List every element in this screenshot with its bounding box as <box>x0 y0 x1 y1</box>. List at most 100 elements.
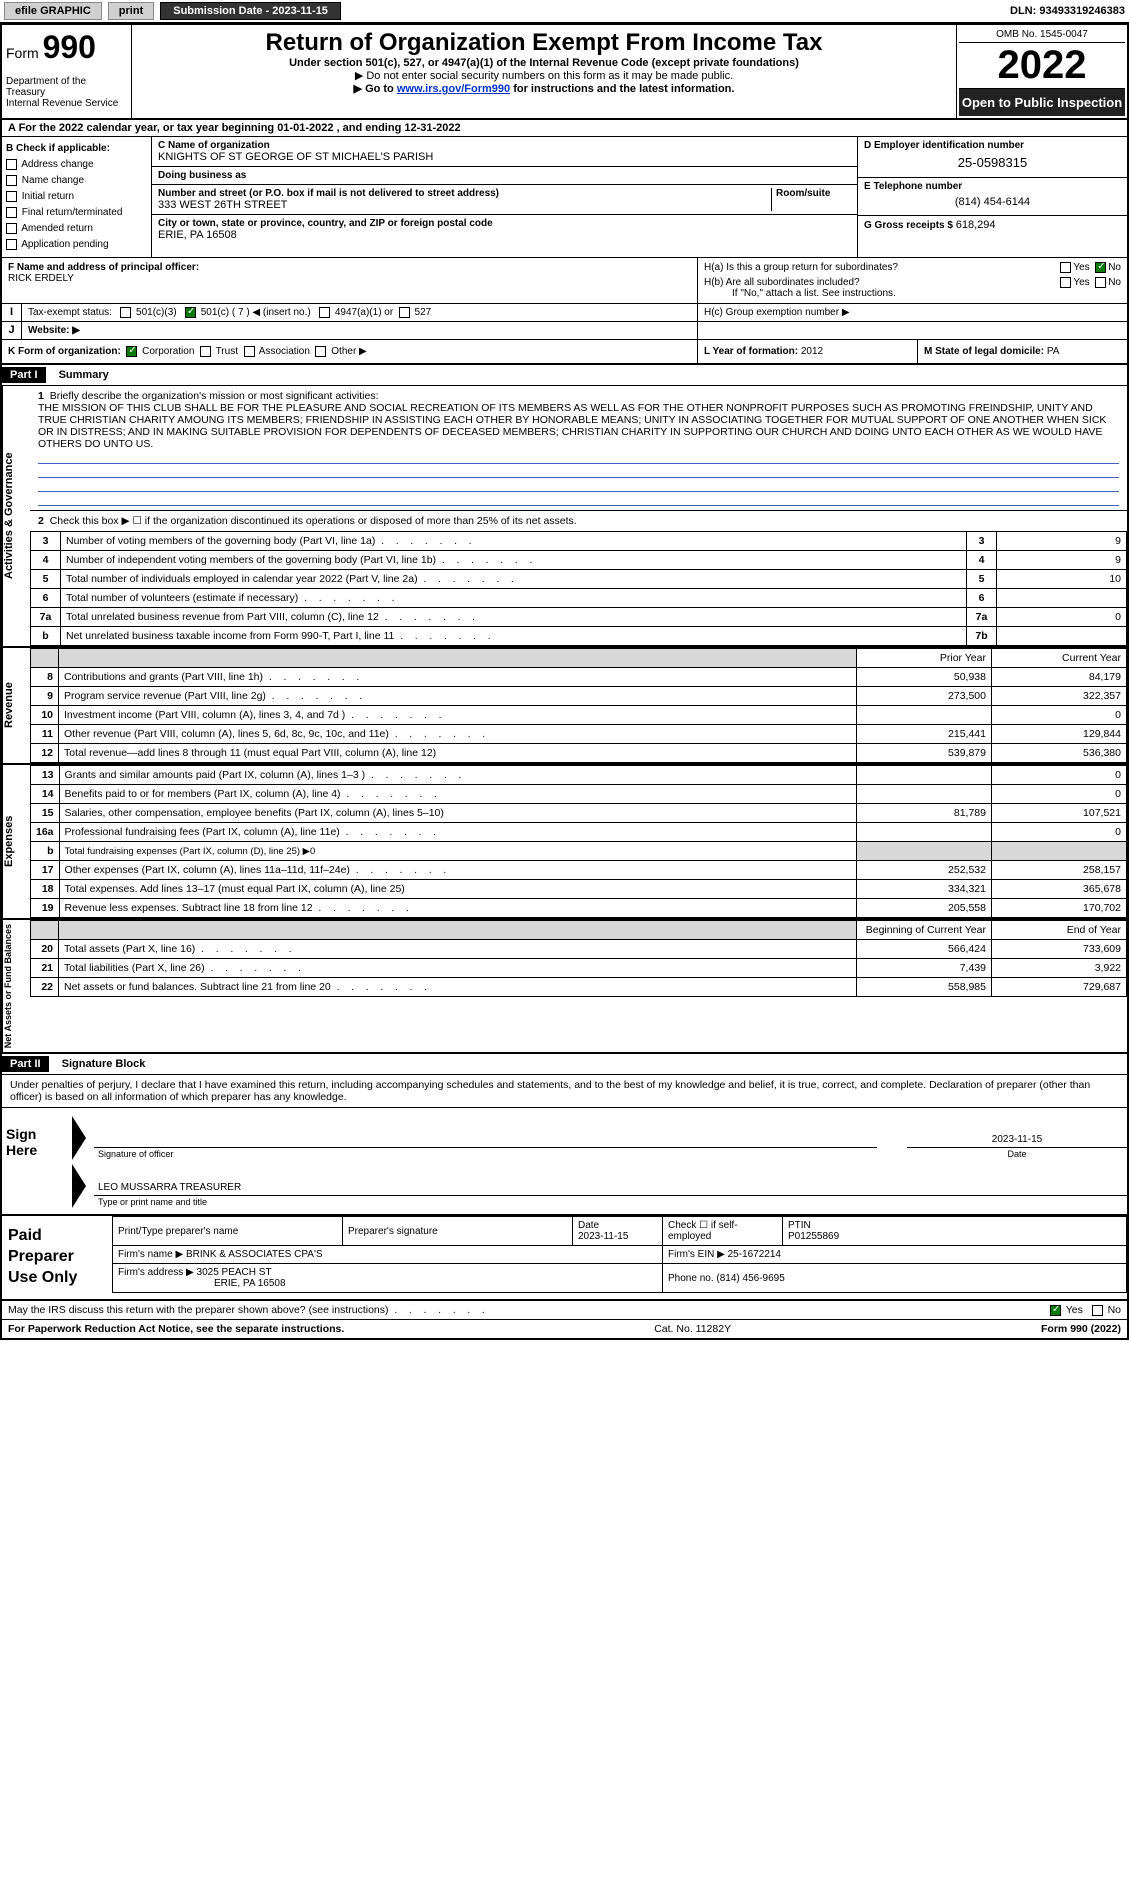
phone: (814) 454-6144 <box>864 192 1121 212</box>
hb-no-checkbox[interactable] <box>1095 277 1106 288</box>
vert-netassets-label: Net Assets or Fund Balances <box>2 920 30 1052</box>
hc-label: H(c) Group exemption number ▶ <box>697 304 1127 321</box>
form-id-block: Form 990 Department of the Treasury Inte… <box>2 25 132 118</box>
part1-title: Summary <box>49 369 109 381</box>
irs-link[interactable]: www.irs.gov/Form990 <box>397 83 510 95</box>
501c-checkbox[interactable] <box>185 307 196 318</box>
block-f-h: F Name and address of principal officer:… <box>2 258 1127 304</box>
dba-label: Doing business as <box>158 170 851 181</box>
cat-number: Cat. No. 11282Y <box>344 1323 1041 1335</box>
corp-label: Corporation <box>142 346 194 357</box>
other-checkbox[interactable] <box>315 346 326 357</box>
print-button[interactable]: print <box>108 2 154 20</box>
mission-line <box>38 452 1119 464</box>
ha-yes-checkbox[interactable] <box>1060 262 1071 273</box>
table-row: 19Revenue less expenses. Subtract line 1… <box>31 899 1127 918</box>
final-checkbox[interactable] <box>6 207 17 218</box>
hb-yes-checkbox[interactable] <box>1060 277 1071 288</box>
corp-checkbox[interactable] <box>126 346 137 357</box>
table-row: 3Number of voting members of the governi… <box>31 532 1127 551</box>
form-note1: ▶ Do not enter social security numbers o… <box>138 69 950 82</box>
activities-governance-section: Activities & Governance 1 Briefly descri… <box>2 386 1127 646</box>
form-year-block: OMB No. 1545-0047 2022 Open to Public In… <box>957 25 1127 118</box>
signature-date: 2023-11-15 <box>907 1132 1127 1148</box>
amended-checkbox[interactable] <box>6 223 17 234</box>
mission-line <box>38 466 1119 478</box>
block-b: B Check if applicable: Address change Na… <box>2 137 152 257</box>
sig-arrow-icon <box>72 1116 86 1160</box>
preparer-sig-label: Preparer's signature <box>348 1226 567 1237</box>
hb-label: H(b) Are all subordinates included? <box>704 277 860 288</box>
form-subtitle: Under section 501(c), 527, or 4947(a)(1)… <box>138 57 950 69</box>
dept-label: Department of the Treasury <box>6 76 127 98</box>
table-row: 9Program service revenue (Part VIII, lin… <box>31 687 1127 706</box>
form-container: Form 990 Department of the Treasury Inte… <box>0 23 1129 1340</box>
4947-checkbox[interactable] <box>319 307 330 318</box>
i-letter: I <box>2 304 22 321</box>
officer-signature-field[interactable] <box>94 1132 877 1148</box>
submission-date-button[interactable]: Submission Date - 2023-11-15 <box>160 2 341 20</box>
b-label: B Check if applicable: <box>6 141 147 157</box>
table-row: 14Benefits paid to or for members (Part … <box>31 785 1127 804</box>
org-name: KNIGHTS OF ST GEORGE OF ST MICHAEL'S PAR… <box>158 151 851 163</box>
sign-here-block: Sign Here 2023-11-15 Signature of office… <box>2 1108 1127 1214</box>
l-label: L Year of formation: <box>704 346 801 357</box>
sig-officer-sublabel: Signature of officer <box>94 1148 877 1160</box>
table-row: 20Total assets (Part X, line 16)566,4247… <box>31 940 1127 959</box>
527-checkbox[interactable] <box>399 307 410 318</box>
name-change-checkbox[interactable] <box>6 175 17 186</box>
addr-label: Number and street (or P.O. box if mail i… <box>158 188 771 199</box>
form-prefix: Form <box>6 45 39 61</box>
firm-addr-label: Firm's address ▶ <box>118 1267 194 1278</box>
501c3-label: 501(c)(3) <box>136 307 177 318</box>
e-label: E Telephone number <box>864 181 1121 192</box>
addr-change-label: Address change <box>21 159 93 170</box>
ha-label: H(a) Is this a group return for subordin… <box>704 262 898 273</box>
expenses-table: 13Grants and similar amounts paid (Part … <box>30 765 1127 918</box>
website-label: Website: ▶ <box>22 322 697 339</box>
assoc-checkbox[interactable] <box>244 346 255 357</box>
discuss-yes-checkbox[interactable] <box>1050 1305 1061 1316</box>
dln-label: DLN: 93493319246383 <box>1010 5 1125 17</box>
paid-preparer-block: Paid Preparer Use Only Print/Type prepar… <box>2 1214 1127 1300</box>
officer-name-sublabel: Type or print name and title <box>94 1196 1127 1208</box>
netassets-table: Beginning of Current YearEnd of Year 20T… <box>30 920 1127 997</box>
firm-phone: (814) 456-9695 <box>716 1273 784 1284</box>
print-name-label: Print/Type preparer's name <box>118 1226 337 1237</box>
table-row: 21Total liabilities (Part X, line 26)7,4… <box>31 959 1127 978</box>
part2-badge: Part II <box>2 1056 49 1072</box>
part2-title: Signature Block <box>52 1058 146 1070</box>
ha-no-checkbox[interactable] <box>1095 262 1106 273</box>
form-title-block: Return of Organization Exempt From Incom… <box>132 25 957 118</box>
paperwork-notice: For Paperwork Reduction Act Notice, see … <box>8 1323 344 1335</box>
d-label: D Employer identification number <box>864 140 1121 151</box>
discuss-no-checkbox[interactable] <box>1092 1305 1103 1316</box>
table-row: 15Salaries, other compensation, employee… <box>31 804 1127 823</box>
table-row: 4Number of independent voting members of… <box>31 551 1127 570</box>
form-number: 990 <box>43 29 96 65</box>
addr-change-checkbox[interactable] <box>6 159 17 170</box>
discuss-no-label: No <box>1108 1304 1121 1316</box>
note2-post: for instructions and the latest informat… <box>510 83 734 95</box>
tax-year: 2022 <box>959 43 1125 89</box>
trust-checkbox[interactable] <box>200 346 211 357</box>
q1-text: Briefly describe the organization's miss… <box>50 390 379 402</box>
vert-expenses-label: Expenses <box>2 765 30 918</box>
room-label: Room/suite <box>776 188 851 199</box>
q1-num: 1 <box>38 390 44 402</box>
paid-preparer-label: Paid Preparer Use Only <box>2 1216 112 1298</box>
tax-exempt-label: Tax-exempt status: <box>28 307 112 318</box>
501c3-checkbox[interactable] <box>120 307 131 318</box>
ein: 25-0598315 <box>864 151 1121 174</box>
table-row: 16aProfessional fundraising fees (Part I… <box>31 823 1127 842</box>
application-checkbox[interactable] <box>6 239 17 250</box>
top-toolbar: efile GRAPHIC print Submission Date - 20… <box>0 0 1129 23</box>
table-row: 10Investment income (Part VIII, column (… <box>31 706 1127 725</box>
block-d-e-g: D Employer identification number 25-0598… <box>857 137 1127 257</box>
discuss-row: May the IRS discuss this return with the… <box>2 1301 1127 1320</box>
initial-checkbox[interactable] <box>6 191 17 202</box>
firm-phone-label: Phone no. <box>668 1273 714 1284</box>
sig-arrow-icon <box>72 1164 86 1208</box>
netassets-section: Net Assets or Fund Balances Beginning of… <box>2 920 1127 1052</box>
website-row: J Website: ▶ <box>2 322 1127 340</box>
